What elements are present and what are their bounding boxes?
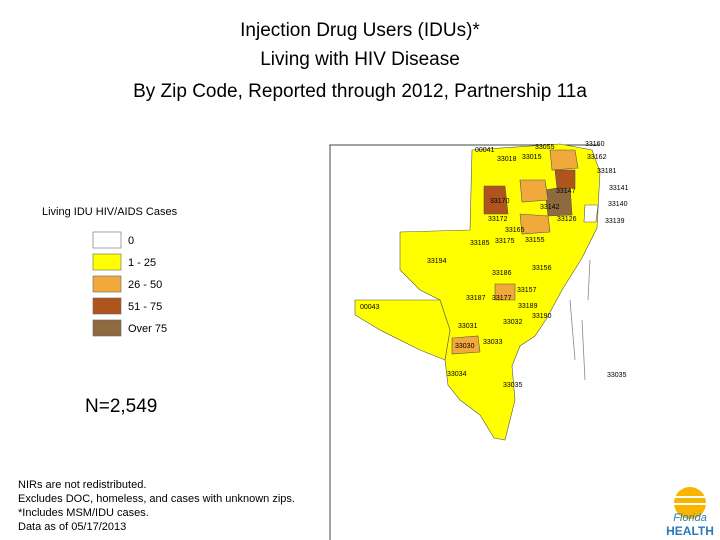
zip-label: 33170 — [490, 198, 510, 205]
zip-label: 33186 — [492, 270, 512, 277]
county-border — [329, 144, 600, 540]
zip-label: 33185 — [470, 240, 490, 247]
zip-label: 33035 — [607, 372, 627, 379]
region — [583, 204, 599, 223]
zip-label: 33126 — [557, 216, 577, 223]
region — [554, 169, 576, 189]
zip-label: 33157 — [517, 287, 537, 294]
legend-label: Over 75 — [128, 323, 167, 335]
title-line: Living with HIV Disease — [260, 49, 460, 70]
zip-label: 33142 — [540, 204, 560, 211]
logo-text: HEALTH — [666, 524, 714, 538]
zip-label: 33030 — [455, 343, 475, 350]
zip-label: 33147 — [556, 188, 576, 195]
title-line: Injection Drug Users (IDUs)* — [240, 20, 480, 41]
zip-label: 33172 — [488, 216, 508, 223]
legend-label: 0 — [128, 235, 134, 247]
legend-label: 26 - 50 — [128, 279, 162, 291]
zip-label: 33190 — [532, 313, 552, 320]
zip-label: 33031 — [458, 323, 478, 330]
footnote: *Includes MSM/IDU cases. — [18, 507, 149, 519]
zip-label: 00041 — [475, 147, 495, 154]
zip-label: 33141 — [609, 185, 629, 192]
total-count: N=2,549 — [85, 396, 157, 417]
legend-label: 1 - 25 — [128, 257, 156, 269]
title-line: By Zip Code, Reported through 2012, Part… — [133, 81, 587, 102]
zip-label: 33035 — [503, 382, 523, 389]
zip-label: 33187 — [466, 295, 486, 302]
legend-swatch — [92, 231, 122, 249]
legend-title: Living IDU HIV/AIDS Cases — [42, 206, 178, 218]
region — [451, 335, 481, 355]
legend-swatch — [92, 297, 122, 315]
legend-swatch — [92, 253, 122, 271]
region — [494, 283, 516, 301]
map: 00041 33055 33018 33015 33160 33162 33181 33147… — [329, 141, 629, 540]
zip-label: 33162 — [587, 154, 607, 161]
zip-label: 33055 — [535, 144, 555, 151]
legend-swatch — [92, 275, 122, 293]
zip-label: 33139 — [605, 218, 625, 225]
footnotes: NIRs are not redistributed. Excludes DOC… — [18, 479, 295, 533]
zip-label: 33156 — [532, 265, 552, 272]
zip-label: 33175 — [495, 238, 515, 245]
region — [354, 299, 451, 361]
zip-label: 33155 — [525, 237, 545, 244]
keys — [569, 259, 591, 381]
zip-label: 33015 — [522, 154, 542, 161]
footnote: Excludes DOC, homeless, and cases with u… — [18, 493, 295, 505]
region — [519, 179, 549, 203]
footnote: Data as of 05/17/2013 — [18, 521, 126, 533]
region — [483, 185, 509, 215]
logo-text: Florida — [673, 512, 707, 524]
zip-label: 33189 — [518, 303, 538, 310]
region — [549, 149, 579, 171]
logo: Florida HEALTH — [666, 487, 714, 538]
zip-label: 33177 — [492, 295, 512, 302]
zip-label: 33160 — [585, 141, 605, 148]
legend: Living IDU HIV/AIDS Cases 0 1 - 25 26 - 50… — [42, 206, 178, 337]
zip-label: 33140 — [608, 201, 628, 208]
zip-labels: 00041 33055 33018 33015 33160 33162 33181 33147… — [360, 141, 629, 389]
legend-swatch — [92, 319, 122, 337]
zip-label: 33032 — [503, 319, 523, 326]
zip-label: 33033 — [483, 339, 503, 346]
zip-label: 33165 — [505, 227, 525, 234]
footnote: NIRs are not redistributed. — [18, 479, 146, 491]
logo-rays — [668, 496, 712, 505]
legend-label: 51 - 75 — [128, 301, 162, 313]
zip-label: 33034 — [447, 371, 467, 378]
zip-label: 00043 — [360, 304, 380, 311]
legend-items: 0 1 - 25 26 - 50 51 - 75 Over 75 — [92, 231, 167, 337]
zip-label: 33181 — [597, 168, 617, 175]
zip-label: 33018 — [497, 156, 517, 163]
zip-label: 33194 — [427, 258, 447, 265]
region — [519, 213, 551, 235]
